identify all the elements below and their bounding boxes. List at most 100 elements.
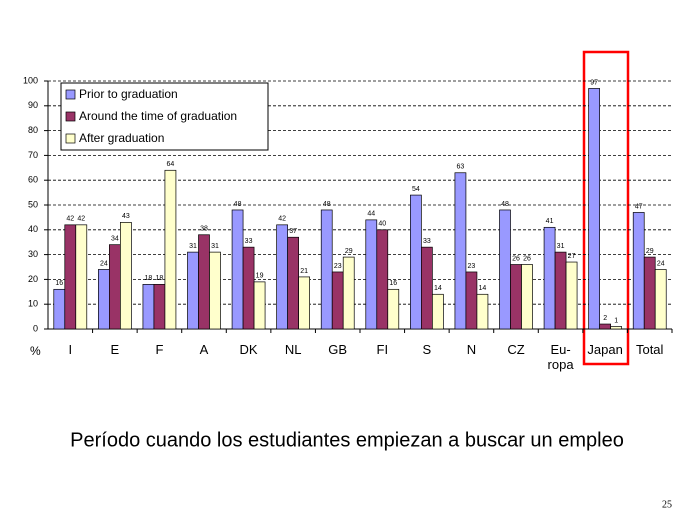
bar xyxy=(142,284,155,330)
bar xyxy=(499,209,511,330)
value-label: 23 xyxy=(468,263,476,270)
bar xyxy=(153,284,166,330)
bar xyxy=(120,222,132,330)
value-label: 1 xyxy=(614,317,618,324)
bar xyxy=(510,264,522,330)
legend-swatch xyxy=(65,133,76,144)
x-tick-label: Japan xyxy=(587,342,623,357)
bar xyxy=(610,326,622,330)
bar xyxy=(242,246,255,330)
y-tick-label: 10 xyxy=(28,299,38,309)
x-tick-label: I xyxy=(68,342,73,357)
value-label: 24 xyxy=(657,260,665,267)
bar xyxy=(543,226,556,330)
value-label: 18 xyxy=(145,275,153,282)
x-tick-label: S xyxy=(422,342,432,357)
bar xyxy=(387,288,400,330)
value-label: 23 xyxy=(334,263,342,270)
bar xyxy=(376,229,389,330)
value-label: 48 xyxy=(234,201,242,208)
y-tick-label: 30 xyxy=(28,249,38,259)
y-tick-label: 0 xyxy=(33,323,38,333)
value-label: 63 xyxy=(457,164,465,171)
value-label: 44 xyxy=(367,211,375,218)
legend-label: Around the time of graduation xyxy=(79,109,237,123)
value-label: 33 xyxy=(423,238,431,245)
value-label: 47 xyxy=(635,203,643,210)
page-number: 25 xyxy=(662,499,672,510)
bar xyxy=(64,224,77,330)
y-tick-label: 80 xyxy=(28,125,38,135)
x-tick-label: F xyxy=(155,342,164,357)
y-tick-label: 50 xyxy=(28,199,38,209)
bar xyxy=(253,281,266,330)
legend-swatch xyxy=(65,89,76,100)
value-label: 31 xyxy=(557,243,565,250)
legend-label: Prior to graduation xyxy=(79,87,178,101)
bar xyxy=(75,224,88,330)
y-tick-label: 70 xyxy=(28,150,38,160)
bar xyxy=(298,276,310,330)
x-tick-label: DK xyxy=(239,342,258,357)
value-label: 29 xyxy=(646,248,654,255)
value-label: 14 xyxy=(434,285,442,292)
bar xyxy=(643,256,656,330)
bar xyxy=(53,288,66,330)
value-label: 64 xyxy=(167,161,175,168)
x-tick-label: Eu-ropa xyxy=(547,342,574,372)
legend-label: After graduation xyxy=(79,131,164,145)
bar xyxy=(365,219,378,330)
value-label: 43 xyxy=(122,213,130,220)
bar xyxy=(410,194,422,330)
bar xyxy=(632,212,645,330)
caption: Período cuando los estudiantes empiezan … xyxy=(70,429,624,451)
value-label: 37 xyxy=(289,228,297,235)
bar xyxy=(98,269,110,330)
value-label: 40 xyxy=(378,221,386,228)
x-tick-label: NL xyxy=(284,342,302,357)
value-label: 31 xyxy=(211,243,219,250)
bar xyxy=(287,236,299,330)
value-label: 16 xyxy=(389,280,397,287)
value-label: 34 xyxy=(111,236,119,243)
value-label: 97 xyxy=(590,79,598,86)
value-label: 21 xyxy=(300,268,308,275)
y-tick-label: 40 xyxy=(28,224,38,234)
value-label: 14 xyxy=(479,285,487,292)
x-tick-label: CZ xyxy=(507,342,525,357)
y-tick-label: 100 xyxy=(23,75,38,85)
bar xyxy=(554,251,567,330)
bar xyxy=(521,264,533,330)
value-label: 48 xyxy=(501,201,509,208)
value-label: 2 xyxy=(603,315,607,322)
y-tick-label: 90 xyxy=(28,100,38,110)
bar xyxy=(342,256,355,330)
value-label: 48 xyxy=(323,201,331,208)
highlight-box xyxy=(582,50,630,366)
value-label: 42 xyxy=(66,216,74,223)
bar xyxy=(164,169,177,330)
bar xyxy=(599,323,611,330)
y-unit: % xyxy=(30,344,41,358)
bar xyxy=(331,271,344,330)
x-tick-label: FI xyxy=(376,342,389,357)
bar xyxy=(421,246,433,330)
bar xyxy=(109,244,121,330)
value-label: 38 xyxy=(200,226,208,233)
bar xyxy=(231,209,244,330)
bar xyxy=(320,209,333,330)
x-tick-label: GB xyxy=(328,342,348,357)
value-label: 54 xyxy=(412,186,420,193)
value-label: 27 xyxy=(568,253,576,260)
value-label: 18 xyxy=(156,275,164,282)
bar xyxy=(454,172,467,330)
value-label: 19 xyxy=(256,273,264,280)
bar xyxy=(465,271,478,330)
bar xyxy=(588,88,600,330)
value-label: 33 xyxy=(245,238,253,245)
bar xyxy=(209,251,221,330)
x-tick-label: N xyxy=(466,342,477,357)
bar xyxy=(432,293,444,330)
